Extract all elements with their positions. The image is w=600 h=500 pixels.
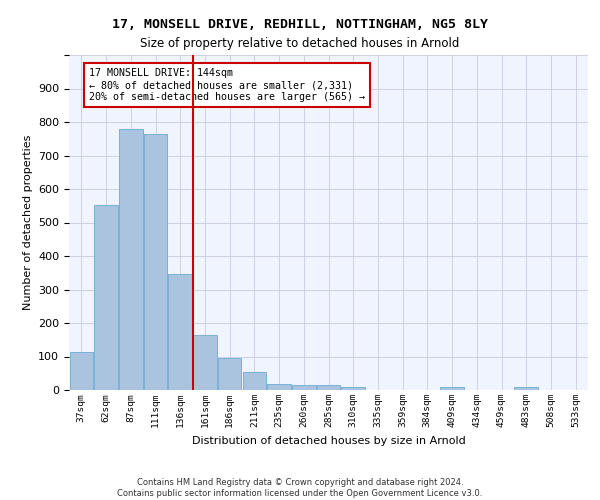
Bar — [144, 134, 167, 390]
Text: 17 MONSELL DRIVE: 144sqm
← 80% of detached houses are smaller (2,331)
20% of sem: 17 MONSELL DRIVE: 144sqm ← 80% of detach… — [89, 68, 365, 102]
Bar — [119, 130, 143, 390]
Bar — [193, 334, 217, 390]
Text: Size of property relative to detached houses in Arnold: Size of property relative to detached ho… — [140, 38, 460, 51]
Bar — [70, 352, 93, 390]
Y-axis label: Number of detached properties: Number of detached properties — [23, 135, 32, 310]
Bar — [218, 358, 241, 390]
Text: Contains HM Land Registry data © Crown copyright and database right 2024.
Contai: Contains HM Land Registry data © Crown c… — [118, 478, 482, 498]
Bar — [292, 386, 316, 390]
Bar — [169, 274, 192, 390]
Bar — [440, 388, 464, 390]
Bar — [317, 386, 340, 390]
X-axis label: Distribution of detached houses by size in Arnold: Distribution of detached houses by size … — [191, 436, 466, 446]
Bar — [268, 384, 291, 390]
Text: 17, MONSELL DRIVE, REDHILL, NOTTINGHAM, NG5 8LY: 17, MONSELL DRIVE, REDHILL, NOTTINGHAM, … — [112, 18, 488, 30]
Bar — [94, 204, 118, 390]
Bar — [341, 387, 365, 390]
Bar — [242, 372, 266, 390]
Bar — [514, 387, 538, 390]
